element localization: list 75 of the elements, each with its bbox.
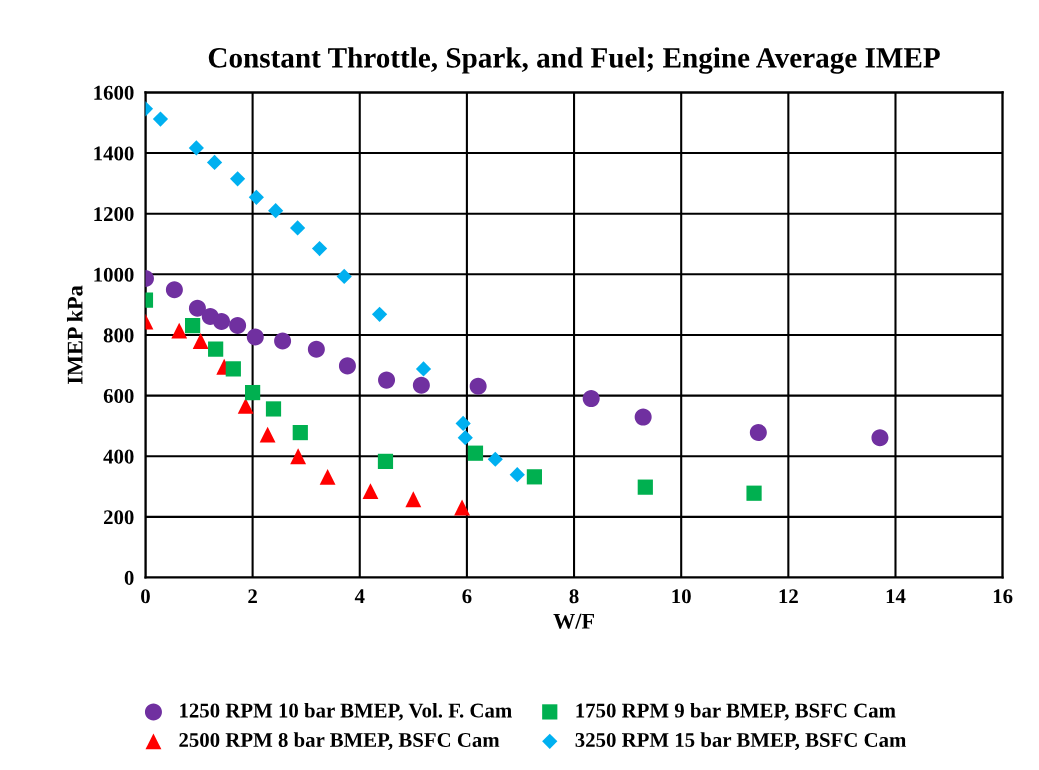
point xyxy=(749,424,767,442)
point xyxy=(469,377,487,395)
y-tick-label: 400 xyxy=(103,449,134,464)
point xyxy=(634,408,652,426)
legend-label: 2500 RPM 8 bar BMEP, BSFC Cam xyxy=(179,732,500,751)
point xyxy=(746,485,762,501)
legend-label: 3250 RPM 15 bar BMEP, BSFC Cam xyxy=(575,732,907,751)
point xyxy=(582,390,600,408)
point xyxy=(259,426,276,443)
point xyxy=(246,328,264,346)
point xyxy=(237,397,254,414)
point xyxy=(248,189,264,205)
point xyxy=(268,203,284,219)
point xyxy=(292,424,308,441)
point xyxy=(185,317,201,334)
x-tick-label: 8 xyxy=(569,589,579,604)
point xyxy=(454,499,470,516)
x-tick-label: 4 xyxy=(354,589,365,604)
y-tick-label: 0 xyxy=(124,570,134,585)
point xyxy=(405,491,422,508)
point xyxy=(509,467,525,483)
point xyxy=(206,154,223,171)
y-tick-label: 1200 xyxy=(94,207,134,222)
point xyxy=(336,268,352,285)
point xyxy=(412,376,430,394)
point xyxy=(307,340,325,358)
point xyxy=(192,333,209,349)
point xyxy=(171,322,188,339)
point xyxy=(371,306,388,322)
y-tick-label: 1600 xyxy=(94,85,134,100)
point xyxy=(526,469,543,485)
point xyxy=(487,451,503,467)
point xyxy=(415,361,432,377)
y-tick-label: 800 xyxy=(103,328,134,343)
x-tick-label: 12 xyxy=(779,589,798,604)
x-tick-label: 14 xyxy=(886,589,906,604)
x-tick-label: 10 xyxy=(672,589,691,604)
point xyxy=(165,281,183,299)
point xyxy=(274,332,292,350)
point xyxy=(377,453,394,469)
legend-label: 1250 RPM 10 bar BMEP, Vol. F. Cam xyxy=(180,702,512,721)
point xyxy=(265,401,282,417)
point xyxy=(319,468,336,485)
point xyxy=(290,220,306,236)
point xyxy=(188,299,206,317)
point xyxy=(457,430,473,446)
point xyxy=(188,140,204,156)
chart-title: Constant Throttle, Spark, and Fuel; Engine Average IMEP xyxy=(208,47,940,74)
point xyxy=(455,415,471,432)
x-tick-label: 0 xyxy=(141,589,150,604)
y-axis-title: IMEP kPa xyxy=(66,285,83,384)
point xyxy=(152,111,169,127)
legend-label: 1750 RPM 9 bar BMEP, BSFC Cam xyxy=(576,702,896,721)
x-tick-label: 6 xyxy=(462,589,472,604)
point xyxy=(230,171,246,187)
y-tick-label: 600 xyxy=(103,388,134,404)
point xyxy=(245,384,261,401)
point xyxy=(225,361,241,377)
point xyxy=(311,240,328,257)
point xyxy=(213,313,231,331)
point xyxy=(290,448,307,465)
y-tick-label: 200 xyxy=(103,510,134,525)
point xyxy=(362,483,379,500)
point xyxy=(229,317,247,335)
x-tick-label: 2 xyxy=(248,589,257,604)
point xyxy=(637,479,653,495)
point xyxy=(871,429,889,447)
point xyxy=(208,341,224,357)
y-tick-label: 1000 xyxy=(94,267,134,282)
point xyxy=(338,357,356,375)
point xyxy=(378,371,396,389)
y-tick-label: 1400 xyxy=(94,146,134,161)
x-axis-title: W/F xyxy=(553,613,594,629)
point xyxy=(467,445,484,461)
x-tick-label: 16 xyxy=(993,589,1013,604)
